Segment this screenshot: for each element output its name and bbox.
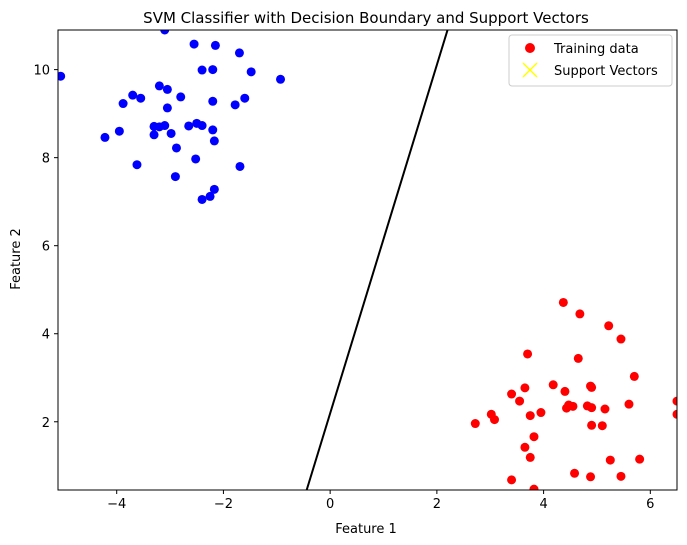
data-point-class-1 bbox=[587, 382, 597, 392]
data-point-class-0 bbox=[208, 96, 218, 106]
data-point-class-1 bbox=[616, 334, 626, 344]
data-point-class-0 bbox=[176, 92, 186, 102]
data-point-class-0 bbox=[276, 74, 286, 84]
data-point-class-0 bbox=[100, 132, 110, 142]
legend-label-training: Training data bbox=[553, 42, 639, 57]
data-point-class-1 bbox=[672, 409, 677, 419]
data-point-class-1 bbox=[507, 475, 517, 485]
chart-title: SVM Classifier with Decision Boundary an… bbox=[143, 9, 589, 27]
data-point-class-0 bbox=[162, 103, 172, 113]
data-point-class-0 bbox=[132, 160, 142, 170]
data-point-class-0 bbox=[160, 121, 170, 131]
data-point-class-0 bbox=[208, 125, 218, 135]
data-point-class-0 bbox=[162, 84, 172, 94]
y-tick-label: 8 bbox=[42, 152, 50, 167]
data-point-class-0 bbox=[246, 67, 256, 77]
data-point-class-0 bbox=[209, 136, 219, 146]
data-point-class-1 bbox=[597, 421, 607, 431]
data-point-class-0 bbox=[184, 121, 194, 131]
data-point-class-0 bbox=[240, 93, 250, 103]
data-point-class-0 bbox=[234, 48, 244, 58]
data-point-class-1 bbox=[586, 472, 596, 482]
x-tick-label: 4 bbox=[539, 497, 547, 512]
data-point-class-0 bbox=[170, 172, 180, 182]
data-point-class-0 bbox=[208, 65, 218, 75]
legend: Training data Support Vectors bbox=[508, 34, 673, 87]
data-point-class-0 bbox=[197, 121, 207, 131]
legend-label-support-vectors: Support Vectors bbox=[554, 64, 658, 79]
data-point-class-0 bbox=[209, 184, 219, 194]
data-point-class-1 bbox=[560, 386, 570, 396]
data-point-class-1 bbox=[520, 383, 530, 393]
data-point-class-0 bbox=[149, 130, 159, 140]
data-point-class-1 bbox=[570, 468, 580, 478]
data-point-class-1 bbox=[525, 452, 535, 462]
data-point-class-0 bbox=[189, 39, 199, 49]
legend-marker-training bbox=[525, 43, 535, 53]
data-point-class-1 bbox=[573, 353, 583, 363]
data-point-class-1 bbox=[520, 442, 530, 452]
plot-frame bbox=[57, 29, 678, 491]
data-point-class-0 bbox=[230, 100, 240, 110]
y-tick-label: 2 bbox=[42, 416, 50, 431]
data-point-class-0 bbox=[58, 71, 66, 81]
data-point-class-1 bbox=[575, 309, 585, 319]
data-point-class-1 bbox=[558, 297, 568, 307]
data-point-class-1 bbox=[490, 415, 500, 425]
data-point-class-1 bbox=[515, 396, 525, 406]
data-point-class-1 bbox=[587, 420, 597, 430]
data-point-class-1 bbox=[529, 432, 539, 442]
data-point-class-1 bbox=[470, 419, 480, 429]
data-point-class-0 bbox=[171, 143, 181, 153]
data-point-class-1 bbox=[523, 349, 533, 359]
data-point-class-0 bbox=[118, 99, 128, 109]
data-point-class-0 bbox=[154, 81, 164, 91]
data-point-class-0 bbox=[197, 194, 207, 204]
data-point-class-0 bbox=[235, 161, 245, 171]
data-point-class-1 bbox=[600, 404, 610, 414]
data-point-class-1 bbox=[529, 484, 539, 490]
data-point-class-0 bbox=[160, 30, 170, 35]
legend-marker-support-vectors bbox=[522, 62, 538, 78]
y-axis-title: Feature 2 bbox=[9, 228, 24, 290]
data-point-class-1 bbox=[672, 396, 677, 406]
data-point-class-0 bbox=[210, 40, 220, 50]
data-point-class-0 bbox=[191, 154, 201, 164]
data-point-class-1 bbox=[525, 411, 535, 421]
data-point-class-1 bbox=[605, 455, 615, 465]
x-tick-label: 0 bbox=[326, 497, 334, 512]
data-point-class-1 bbox=[629, 371, 639, 381]
data-point-class-1 bbox=[587, 403, 597, 413]
data-point-class-0 bbox=[136, 93, 146, 103]
data-point-class-0 bbox=[128, 90, 138, 100]
y-tick-label: 10 bbox=[33, 64, 50, 79]
x-tick-label: −2 bbox=[214, 497, 233, 512]
data-point-class-1 bbox=[635, 454, 645, 464]
data-point-class-0 bbox=[166, 128, 176, 138]
data-point-class-0 bbox=[205, 191, 215, 201]
y-tick-label: 4 bbox=[42, 328, 50, 343]
x-axis-title: Feature 1 bbox=[335, 522, 397, 537]
legend-box bbox=[508, 34, 673, 87]
axes: −4 −2 0 2 4 6 2 4 6 8 10 bbox=[33, 29, 678, 512]
x-tick-label: 2 bbox=[433, 497, 441, 512]
data-point-class-0 bbox=[114, 126, 124, 136]
data-point-class-1 bbox=[507, 389, 517, 399]
data-point-class-1 bbox=[616, 471, 626, 481]
x-tick-label: −4 bbox=[107, 497, 126, 512]
y-tick-label: 6 bbox=[42, 240, 50, 255]
decision-boundary-line bbox=[305, 30, 449, 490]
data-point-class-1 bbox=[536, 408, 546, 418]
data-point-class-1 bbox=[562, 403, 572, 413]
data-point-class-1 bbox=[604, 321, 614, 331]
data-point-class-0 bbox=[197, 65, 207, 75]
data-point-class-1 bbox=[548, 380, 558, 390]
data-point-class-1 bbox=[624, 399, 634, 409]
x-tick-label: 6 bbox=[646, 497, 654, 512]
plot-area bbox=[58, 30, 677, 490]
